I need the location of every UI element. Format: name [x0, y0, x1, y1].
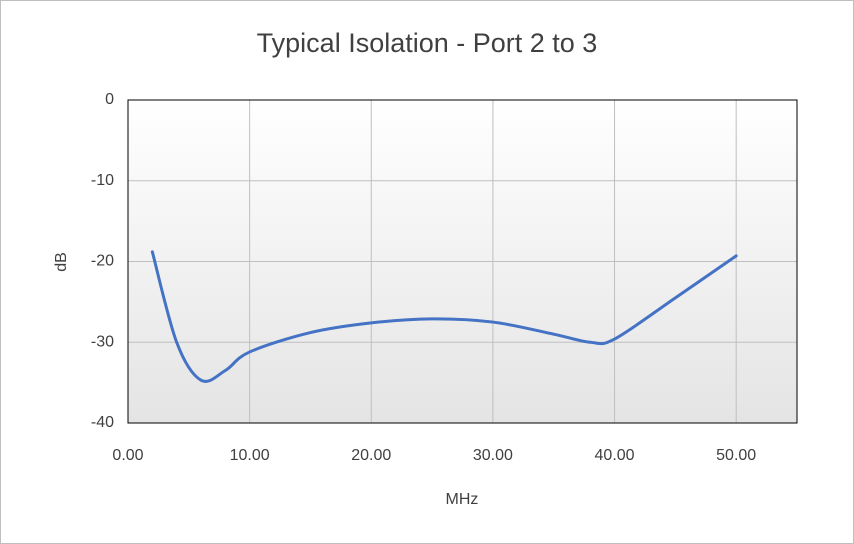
data-line: [150, 250, 738, 383]
x-axis-label: MHz: [446, 491, 479, 508]
y-tick-label: -10: [91, 172, 114, 189]
x-tick-label: 30.00: [473, 447, 513, 464]
x-tick-label: 50.00: [716, 447, 756, 464]
chart-title: Typical Isolation - Port 2 to 3: [257, 28, 598, 58]
x-tick-label: 20.00: [351, 447, 391, 464]
y-axis-label: dB: [53, 252, 70, 272]
x-tick-label: 0.00: [112, 447, 143, 464]
x-tick-label: 40.00: [595, 447, 635, 464]
y-tick-label: -40: [91, 414, 114, 431]
y-tick-label: -20: [91, 253, 114, 270]
plot-border: [127, 99, 798, 424]
y-tick-label: -30: [91, 333, 114, 350]
y-tick-label: 0: [105, 91, 114, 108]
x-tick-label: 10.00: [230, 447, 270, 464]
